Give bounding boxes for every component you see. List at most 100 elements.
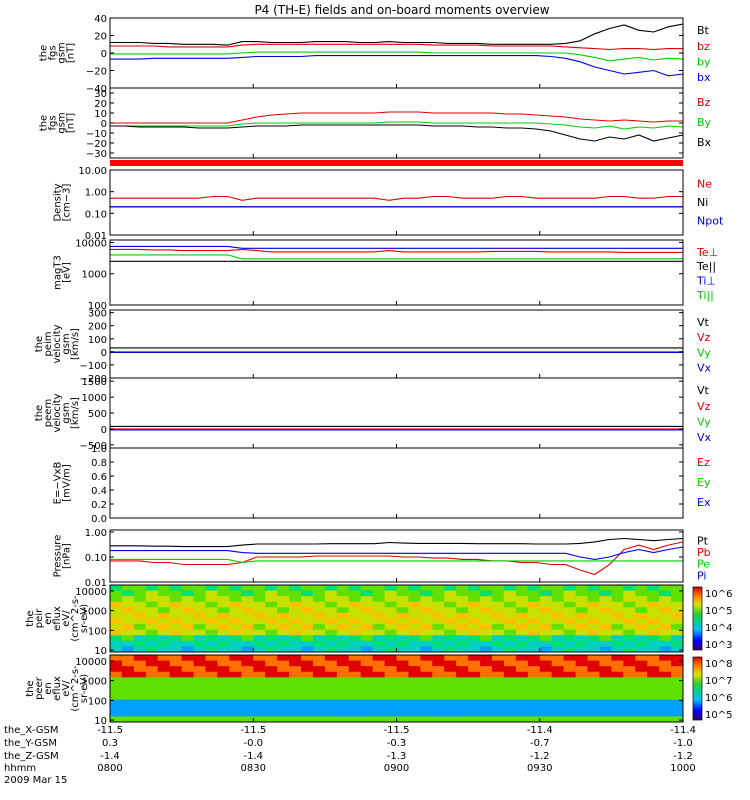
- ephemeris-value: -1.4: [243, 751, 263, 762]
- y-tick-label: 0: [101, 348, 107, 359]
- legend-entry-blue: Vx: [697, 431, 712, 444]
- y-tick-label: 1.0: [91, 444, 107, 455]
- series-line-red: [110, 248, 683, 253]
- ephemeris-value: 1000: [670, 763, 695, 774]
- y-tick-label: 10: [94, 109, 107, 120]
- ephemeris-value: -11.4: [527, 725, 553, 736]
- ephemeris-value: -11.5: [97, 725, 123, 736]
- y-ticks-8: 1.00 0.10 0.01: [85, 528, 683, 589]
- panel-frame: [109, 309, 684, 379]
- ephemeris-value: -0.0: [243, 738, 263, 749]
- series-line-black: [110, 23, 684, 46]
- ephemeris-value: -1.0: [673, 738, 693, 749]
- y-axis-label-4: magT3[eV]: [53, 255, 73, 290]
- y-tick-label: −30: [86, 149, 107, 160]
- y-axis-label-line: en: [43, 612, 54, 625]
- series-line-red: [110, 111, 683, 124]
- mode-bar: [110, 160, 683, 166]
- y-axis-label-line: sr-eV): [79, 604, 90, 633]
- y-axis-label-line: [cm−3]: [62, 184, 73, 222]
- y-axis-label-line: fgs: [48, 45, 59, 60]
- y-tick-label: 0.01: [85, 231, 107, 242]
- y-tick-label: 10000: [75, 238, 107, 249]
- legend-entry-black: Vt: [697, 316, 710, 329]
- colorbar-9: 10^6 10^5 10^4 10^3: [692, 586, 732, 651]
- y-tick-label: 0.8: [91, 458, 107, 469]
- ephemeris-value: 0.3: [102, 738, 118, 749]
- y-axis-label-line: the: [39, 115, 50, 131]
- panel-frame: [109, 17, 684, 89]
- y-axis-label-line: peem: [43, 399, 54, 427]
- ephemeris-value: -1.3: [387, 751, 407, 762]
- y-axis-label-line: the: [39, 45, 50, 61]
- y-tick-label: 1500: [82, 377, 107, 388]
- series-group-8: [110, 537, 684, 576]
- y-tick-label: 100: [88, 696, 107, 707]
- series-line-green: [110, 254, 683, 260]
- ephemeris-value: -11.4: [670, 725, 696, 736]
- y-ticks-3: 10.00 1.00 0.10 0.01: [78, 166, 683, 242]
- y-tick-label: 0.01: [85, 578, 107, 589]
- legend-entry-blue: Pi: [697, 569, 706, 582]
- y-axis-label-line: gsm: [61, 402, 72, 423]
- y-axis-label-line: [eV]: [62, 262, 73, 283]
- y-tick-label: 100: [88, 335, 107, 346]
- panel-3: Ne Ni Npot 10.00 1.00 0.10 0.01 Density[cm−3]: [53, 166, 724, 242]
- y-tick-label: −40: [86, 84, 107, 95]
- y-tick-label: 1000: [82, 607, 107, 618]
- y-tick-label: 0.6: [91, 472, 107, 483]
- y-axis-label-line: eflux: [52, 606, 63, 631]
- y-tick-label: 1000: [82, 677, 107, 688]
- legend-entry-green: By: [697, 116, 712, 129]
- legend-entry-green: Vy: [697, 346, 711, 359]
- y-axis-label-3: Density[cm−3]: [53, 183, 73, 221]
- y-tick-label: 10000: [75, 587, 107, 598]
- ephemeris-value: -1.4: [100, 751, 120, 762]
- y-tick-label: 10000: [75, 657, 107, 668]
- ephemeris-row-label: the_X-GSM: [4, 725, 58, 736]
- y-axis-label-line: (cm^2-s-: [70, 595, 81, 642]
- panels-group: Btbzbybx40200−20−40thefgsgsm[nT]BzByBx30…: [25, 14, 732, 727]
- legend-3: Ne Ni Npot: [697, 177, 724, 227]
- y-axis-label-line: peir: [34, 608, 45, 628]
- y-axis-label-line: E=−VxB: [53, 462, 64, 505]
- y-ticks-10: 10000 1000 100 10: [75, 657, 683, 727]
- y-axis-label-line: Density: [53, 183, 64, 221]
- y-tick-label: 0: [101, 119, 107, 130]
- legend-entry-red: Ez: [697, 456, 710, 469]
- y-tick-label: 1.00: [85, 188, 107, 199]
- y-tick-label: 30: [94, 89, 107, 100]
- y-tick-label: 1.00: [85, 528, 107, 539]
- y-axis-label-7: E=−VxB[mV/m]: [53, 462, 73, 505]
- ephemeris-row-label: the_Z-GSM: [4, 751, 59, 762]
- y-ticks-5: 300 200 100 0 −100 −200: [80, 309, 683, 385]
- series-line-green: [110, 558, 683, 564]
- colorbar-gradient: [692, 586, 703, 651]
- series-group-6: [110, 425, 683, 431]
- legend-entry-black: Te||: [696, 260, 716, 273]
- y-axis-label-line: the: [34, 405, 45, 421]
- series-group-4: [110, 245, 683, 262]
- legend-entry-green: Vy: [697, 415, 711, 428]
- legend-entry-black: Pt: [697, 535, 709, 548]
- date-label: 2009 Mar 15: [4, 775, 67, 786]
- y-ticks-6: 1500 1000 500 0 −500: [80, 377, 683, 452]
- legend-7: Ez Ey Ex: [697, 456, 711, 509]
- colorbar-tick-label: 10^6: [705, 693, 732, 704]
- y-axis-label-line: the: [25, 610, 36, 626]
- panel-5: Vt Vz Vy Vx 300 200 100 0 −100 −200 thepeimvelocit…: [34, 309, 712, 385]
- legend-entry-green: Pe: [697, 558, 710, 571]
- legend-entry-red: bz: [697, 40, 710, 53]
- y-axis-label-line: sr-eV): [79, 674, 90, 703]
- ephemeris-value: 0930: [527, 763, 552, 774]
- legend-entry-blue: Ti⊥: [696, 275, 716, 288]
- ephemeris-value: -1.2: [673, 751, 693, 762]
- y-tick-label: 500: [88, 409, 107, 420]
